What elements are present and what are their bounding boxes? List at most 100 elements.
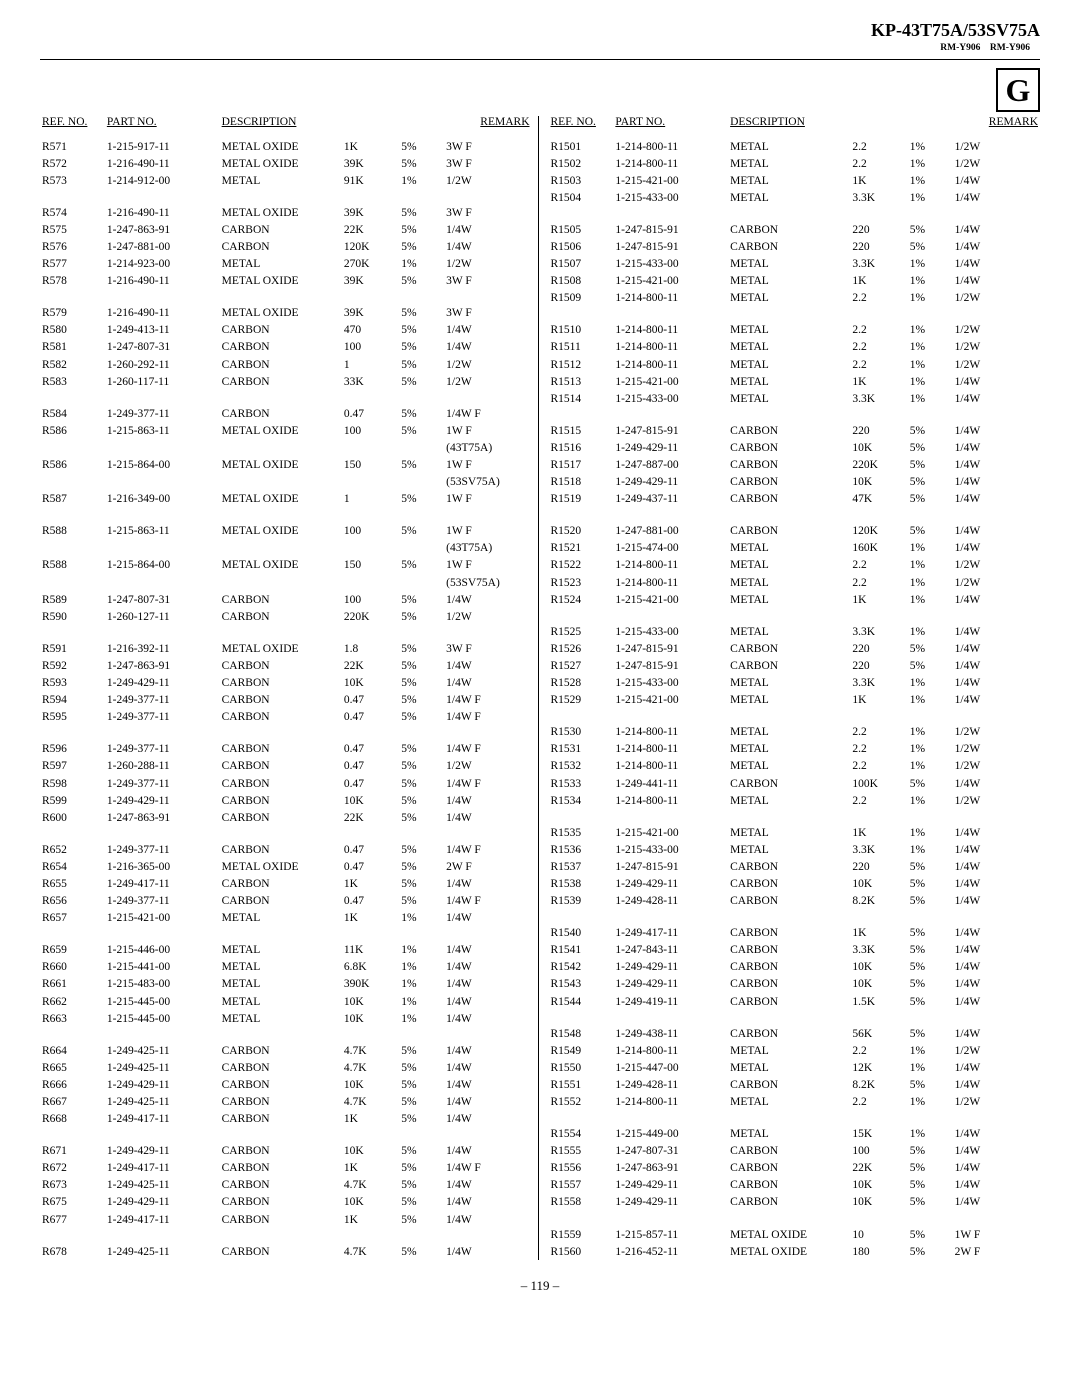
cell: 1-214-800-11 bbox=[613, 138, 728, 155]
cell: CARBON bbox=[220, 841, 342, 858]
cell: 5% bbox=[399, 741, 444, 758]
col-ref: REF. NO. bbox=[40, 116, 105, 138]
cell: 5% bbox=[399, 1194, 444, 1211]
cell: METAL bbox=[728, 623, 850, 640]
cell: 1-215-445-00 bbox=[105, 993, 220, 1010]
cell: 1/4W bbox=[444, 1111, 531, 1128]
table-row: R15381-249-429-11CARBON10K5%1/4W bbox=[549, 875, 1041, 892]
cell: 2.2 bbox=[850, 290, 907, 307]
cell: 3.3K bbox=[850, 390, 907, 407]
cell: R662 bbox=[40, 993, 105, 1010]
table-row bbox=[40, 1128, 532, 1143]
cell: 5% bbox=[399, 238, 444, 255]
cell: 1-215-433-00 bbox=[613, 256, 728, 273]
cell: R586 bbox=[40, 422, 105, 439]
cell: 1/4W bbox=[953, 692, 1040, 709]
cell: 1/4W bbox=[953, 491, 1040, 508]
table-row: R15251-215-433-00METAL3.3K1%1/4W bbox=[549, 623, 1041, 640]
cell: 2W F bbox=[953, 1243, 1040, 1260]
cell: 1-215-421-00 bbox=[613, 273, 728, 290]
cell: 1/4W bbox=[444, 1194, 531, 1211]
cell: 5% bbox=[399, 322, 444, 339]
cell: METAL bbox=[728, 692, 850, 709]
cell: 1/4W bbox=[953, 993, 1040, 1010]
cell: 10 bbox=[850, 1226, 907, 1243]
cell: 1W F bbox=[444, 422, 531, 439]
cell: 1% bbox=[908, 356, 953, 373]
cell: 8.2K bbox=[850, 1076, 907, 1093]
cell: R655 bbox=[40, 875, 105, 892]
cell: METAL bbox=[728, 172, 850, 189]
cell: 39K bbox=[342, 155, 399, 172]
cell: 5% bbox=[399, 273, 444, 290]
cell: 1/4W bbox=[953, 221, 1040, 238]
cell: R1511 bbox=[549, 339, 614, 356]
cell: 1/4W bbox=[444, 1143, 531, 1160]
table-row: R5861-215-863-11METAL OXIDE1005%1W F bbox=[40, 422, 532, 439]
cell: R593 bbox=[40, 675, 105, 692]
cell: R573 bbox=[40, 172, 105, 189]
cell: R1501 bbox=[549, 138, 614, 155]
cell: R1558 bbox=[549, 1194, 614, 1211]
cell: CARBON bbox=[728, 1076, 850, 1093]
cell: 1-247-887-00 bbox=[613, 457, 728, 474]
cell: 1-215-441-00 bbox=[105, 959, 220, 976]
cell bbox=[105, 574, 220, 591]
cell: R672 bbox=[40, 1160, 105, 1177]
cell: METAL OXIDE bbox=[728, 1243, 850, 1260]
cell: 1% bbox=[399, 1010, 444, 1027]
cell: R580 bbox=[40, 322, 105, 339]
cell: (43T75A) bbox=[444, 540, 531, 557]
cell: 180 bbox=[850, 1243, 907, 1260]
cell: 1-215-433-00 bbox=[613, 189, 728, 206]
table-row bbox=[40, 290, 532, 305]
cell: CARBON bbox=[728, 474, 850, 491]
table-row: R15171-247-887-00CARBON220K5%1/4W bbox=[549, 457, 1041, 474]
cell: 2.2 bbox=[850, 1042, 907, 1059]
cell: 3W F bbox=[444, 273, 531, 290]
table-row: R15131-215-421-00METAL1K1%1/4W bbox=[549, 373, 1041, 390]
cell: CARBON bbox=[220, 1160, 342, 1177]
cell: 1% bbox=[908, 557, 953, 574]
cell: METAL bbox=[728, 1042, 850, 1059]
table-row: R6771-249-417-11CARBON1K5%1/4W bbox=[40, 1211, 532, 1228]
cell: 1/4W bbox=[444, 221, 531, 238]
table-row: R5781-216-490-11METAL OXIDE39K5%3W F bbox=[40, 273, 532, 290]
col-desc: DESCRIPTION bbox=[728, 116, 850, 138]
table-row: R5761-247-881-00CARBON120K5%1/4W bbox=[40, 238, 532, 255]
cell: 1-215-421-00 bbox=[613, 692, 728, 709]
table-row: R15361-215-433-00METAL3.3K1%1/4W bbox=[549, 841, 1041, 858]
cell: 1-247-881-00 bbox=[613, 523, 728, 540]
cell: R572 bbox=[40, 155, 105, 172]
cell: 1-249-417-11 bbox=[105, 1111, 220, 1128]
cell: METAL OXIDE bbox=[220, 422, 342, 439]
cell: METAL bbox=[728, 322, 850, 339]
cell: 1-249-377-11 bbox=[105, 741, 220, 758]
cell: 1/4W bbox=[953, 591, 1040, 608]
cell: 1% bbox=[908, 623, 953, 640]
cell: 1/4W F bbox=[444, 405, 531, 422]
cell: METAL bbox=[220, 910, 342, 927]
cell: 2.2 bbox=[850, 724, 907, 741]
cell: 1/2W bbox=[953, 356, 1040, 373]
cell: 1% bbox=[908, 841, 953, 858]
cell: 5% bbox=[908, 925, 953, 942]
cell: 1/4W bbox=[953, 238, 1040, 255]
cell: 1/4W bbox=[444, 1076, 531, 1093]
cell: 47K bbox=[850, 491, 907, 508]
cell: 1-249-438-11 bbox=[613, 1025, 728, 1042]
cell: METAL bbox=[728, 356, 850, 373]
cell: 1% bbox=[399, 910, 444, 927]
cell: CARBON bbox=[220, 1042, 342, 1059]
table-row: R15291-215-421-00METAL1K1%1/4W bbox=[549, 692, 1041, 709]
table-row: R6721-249-417-11CARBON1K5%1/4W F bbox=[40, 1160, 532, 1177]
cell: 1K bbox=[342, 875, 399, 892]
cell: R1548 bbox=[549, 1025, 614, 1042]
cell: 1-215-433-00 bbox=[613, 623, 728, 640]
table-row bbox=[549, 709, 1041, 724]
cell: 1-260-127-11 bbox=[105, 608, 220, 625]
cell: 5% bbox=[399, 1076, 444, 1093]
cell: 39K bbox=[342, 273, 399, 290]
cell: 1-247-815-91 bbox=[613, 422, 728, 439]
cell: 10K bbox=[850, 474, 907, 491]
